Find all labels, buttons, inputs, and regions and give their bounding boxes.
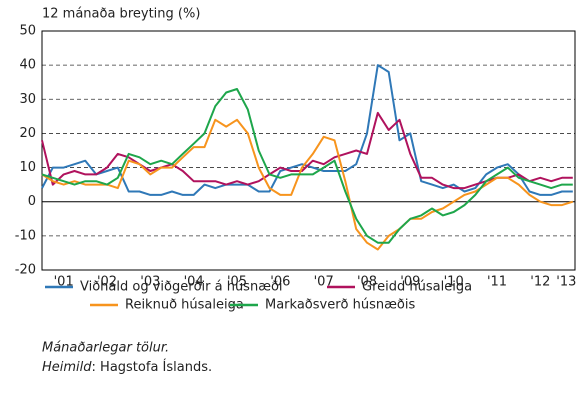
x-tick-label: '06 <box>270 275 290 290</box>
series-line <box>41 118 574 251</box>
legend-label: Reiknuð húsaleiga <box>125 298 244 313</box>
x-tick-label: '02 <box>97 275 117 290</box>
x-tick-label: '04 <box>184 275 204 290</box>
y-tick-label: 0 <box>28 194 36 209</box>
y-tick-label: -20 <box>15 263 36 278</box>
x-tick-label: '03 <box>140 275 160 290</box>
x-tick-label: '08 <box>357 275 377 290</box>
y-tick-label: 30 <box>19 92 36 107</box>
x-tick-label: '11 <box>487 275 507 290</box>
note: Mánaðarlegar tölur. <box>42 341 169 356</box>
source-text: : Hagstofa Íslands. <box>92 359 213 375</box>
series-line <box>41 88 573 244</box>
y-tick-label: 50 <box>19 24 36 39</box>
x-tick-label: '12 <box>530 275 550 290</box>
y-tick-label: -10 <box>15 228 36 243</box>
y-tick-label: 20 <box>19 126 36 141</box>
x-tick-label: '09 <box>400 275 420 290</box>
series-line <box>41 111 573 190</box>
y-axis-label: 12 mánaða breyting (%) <box>42 7 200 22</box>
source-label: Heimild <box>42 360 92 375</box>
plot-frame <box>41 30 576 271</box>
series-line <box>41 64 573 196</box>
y-tick-label: 10 <box>19 160 36 175</box>
x-tick-label: '13 <box>556 275 576 290</box>
y-tick-label: 40 <box>19 58 36 73</box>
legend-label: Greidd húsaleiga <box>362 280 472 295</box>
x-tick-label: '10 <box>444 275 464 290</box>
legend-label: Markaðsverð húsnæðis <box>265 298 415 313</box>
x-tick-label: '05 <box>227 275 247 290</box>
source: Heimild: Hagstofa Íslands. <box>42 359 212 375</box>
legend-label: Viðhald og viðgerðir á húsnæði <box>80 280 283 295</box>
